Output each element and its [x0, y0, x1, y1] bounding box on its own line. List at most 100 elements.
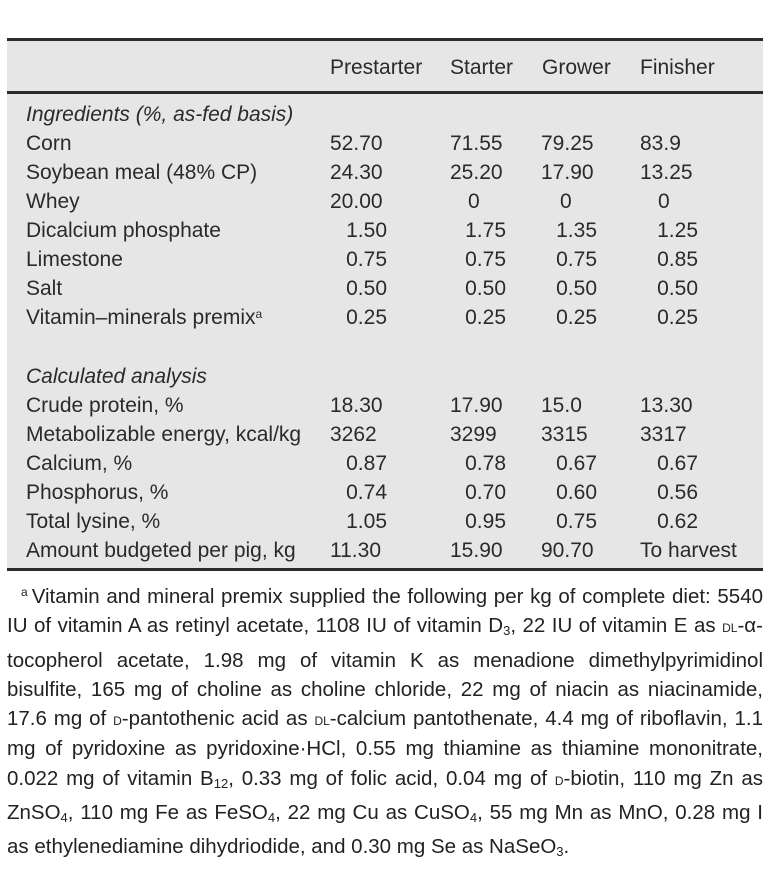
- footnote-text: , 22 IU of vitamin E as: [510, 614, 723, 638]
- column-header-finisher: Finisher: [640, 56, 715, 79]
- row-label: Amount budgeted per pig, kg: [26, 539, 296, 562]
- cell-finisher: 3317: [640, 423, 687, 446]
- cell-prestarter: 52.70: [330, 132, 383, 155]
- cell-finisher: 0.56: [657, 481, 698, 504]
- cell-finisher: 0.25: [657, 306, 698, 329]
- column-header-prestarter: Prestarter: [330, 56, 423, 79]
- cell-starter: 17.90: [450, 394, 503, 417]
- cell-prestarter: 1.05: [346, 510, 387, 533]
- cell-grower: 79.25: [541, 132, 594, 155]
- footnote-mark: a: [255, 307, 263, 321]
- table-row: Metabolizable energy, kcal/kg 3262 3299 …: [7, 420, 763, 449]
- cell-grower: 0: [560, 190, 572, 213]
- row-label: Phosphorus, %: [26, 481, 169, 504]
- cell-prestarter: 0.75: [346, 248, 387, 271]
- subscript: 4: [60, 810, 68, 826]
- small-caps-text: dl: [722, 617, 738, 637]
- section-title-row: Ingredients (%, as-fed basis): [7, 100, 763, 129]
- cell-grower: 17.90: [541, 161, 594, 184]
- cell-finisher: 13.25: [640, 161, 693, 184]
- table-row: Salt 0.50 0.50 0.50 0.50: [7, 274, 763, 303]
- footnote-text: , 0.33 mg of folic acid, 0.04 mg of: [228, 766, 555, 790]
- cell-grower: 0.60: [556, 481, 597, 504]
- row-label-text: Vitamin–minerals premix: [26, 306, 256, 329]
- cell-finisher: 13.30: [640, 394, 693, 417]
- column-header-starter: Starter: [450, 56, 514, 79]
- cell-starter: 0.50: [465, 277, 506, 300]
- row-label: Corn: [26, 132, 72, 155]
- footnote-text: -biotin, 110 mg Zn as ZnSO: [7, 766, 764, 825]
- footnote-text: -calcium pantothenate, 4.4 mg of ribofla…: [7, 707, 763, 790]
- cell-starter: 0.70: [465, 481, 506, 504]
- cell-prestarter: 0.74: [346, 481, 387, 504]
- table-header-row: Prestarter Starter Grower Finisher: [7, 53, 763, 82]
- cell-starter: 15.90: [450, 539, 503, 562]
- row-label: Vitamin–minerals premixa: [26, 303, 262, 332]
- row-label: Limestone: [26, 248, 123, 271]
- footnote-text: , 22 mg Cu as CuSO: [275, 801, 470, 825]
- subscript: 12: [213, 775, 229, 791]
- table-row: Corn 52.70 71.55 79.25 83.9: [7, 129, 763, 158]
- cell-grower: 3315: [541, 423, 588, 446]
- cell-prestarter: 0.87: [346, 452, 387, 475]
- cell-grower: 0.25: [556, 306, 597, 329]
- cell-starter: 0.95: [465, 510, 506, 533]
- diet-composition-table: Prestarter Starter Grower Finisher Ingre…: [7, 38, 763, 571]
- row-label: Crude protein, %: [26, 394, 184, 417]
- section-title-row: Calculated analysis: [7, 362, 763, 391]
- cell-starter: 1.75: [465, 219, 506, 242]
- footnote-text: .: [563, 835, 570, 859]
- cell-starter: 0: [468, 190, 480, 213]
- subscript: 3: [503, 623, 511, 639]
- table-row: Phosphorus, % 0.74 0.70 0.60 0.56: [7, 478, 763, 507]
- table-row: Dicalcium phosphate 1.50 1.75 1.35 1.25: [7, 216, 763, 245]
- row-label: Dicalcium phosphate: [26, 219, 221, 242]
- cell-starter: 0.25: [465, 306, 506, 329]
- footnote-mark: a: [21, 585, 28, 599]
- subscript: 4: [267, 810, 276, 826]
- cell-starter: 25.20: [450, 161, 503, 184]
- table-row: Crude protein, % 18.30 17.90 15.0 13.30: [7, 391, 763, 420]
- table-row: Limestone 0.75 0.75 0.75 0.85: [7, 245, 763, 274]
- subscript: 3: [556, 844, 564, 860]
- column-header-grower: Grower: [542, 56, 611, 79]
- table-row: Whey 20.00 0 0 0: [7, 187, 763, 216]
- row-label: Total lysine, %: [26, 510, 161, 533]
- cell-grower: 15.0: [541, 394, 582, 417]
- cell-finisher: 0.67: [657, 452, 698, 475]
- cell-prestarter: 11.30: [330, 539, 381, 562]
- cell-finisher: 0.50: [657, 277, 698, 300]
- cell-finisher: 1.25: [657, 219, 698, 242]
- cell-finisher: To harvest: [640, 539, 737, 562]
- cell-finisher: 0: [658, 190, 670, 213]
- cell-prestarter: 0.50: [346, 277, 387, 300]
- cell-grower: 0.75: [556, 510, 597, 533]
- cell-grower: 0.67: [556, 452, 597, 475]
- section-title-calculated-analysis: Calculated analysis: [26, 365, 207, 388]
- footnote-text: , 55 mg Mn as MnO, 0.28 mg I as ethylene…: [7, 801, 763, 859]
- subscript: 4: [469, 810, 478, 826]
- cell-finisher: 0.85: [657, 248, 698, 271]
- small-caps-text: d: [554, 769, 564, 789]
- row-label: Metabolizable energy, kcal/kg: [26, 423, 302, 446]
- table-row: Soybean meal (48% CP) 24.30 25.20 17.90 …: [7, 158, 763, 187]
- row-label: Whey: [26, 190, 80, 213]
- footnote-text: , 110 mg Fe as FeSO: [67, 801, 268, 825]
- small-caps-text: d: [113, 710, 122, 730]
- cell-finisher: 83.9: [640, 132, 681, 155]
- footnote-text: -pantothenic acid as: [121, 707, 315, 731]
- footnote-text: -α-tocopherol acetate, 1.98 mg of vitami…: [7, 614, 763, 731]
- cell-grower: 90.70: [541, 539, 594, 562]
- table-row: Vitamin–minerals premixa 0.25 0.25 0.25 …: [7, 303, 763, 332]
- row-label: Soybean meal (48% CP): [26, 161, 258, 184]
- cell-prestarter: 18.30: [330, 394, 383, 417]
- small-caps-text: dl: [314, 710, 330, 730]
- cell-starter: 3299: [450, 423, 497, 446]
- cell-prestarter: 20.00: [330, 190, 383, 213]
- row-label: Calcium, %: [26, 452, 133, 475]
- cell-starter: 71.55: [450, 132, 503, 155]
- table-footnote: a Vitamin and mineral premix supplied the…: [7, 582, 763, 867]
- cell-starter: 0.75: [465, 248, 506, 271]
- section-title-ingredients: Ingredients (%, as-fed basis): [26, 103, 294, 126]
- cell-prestarter: 0.25: [346, 306, 387, 329]
